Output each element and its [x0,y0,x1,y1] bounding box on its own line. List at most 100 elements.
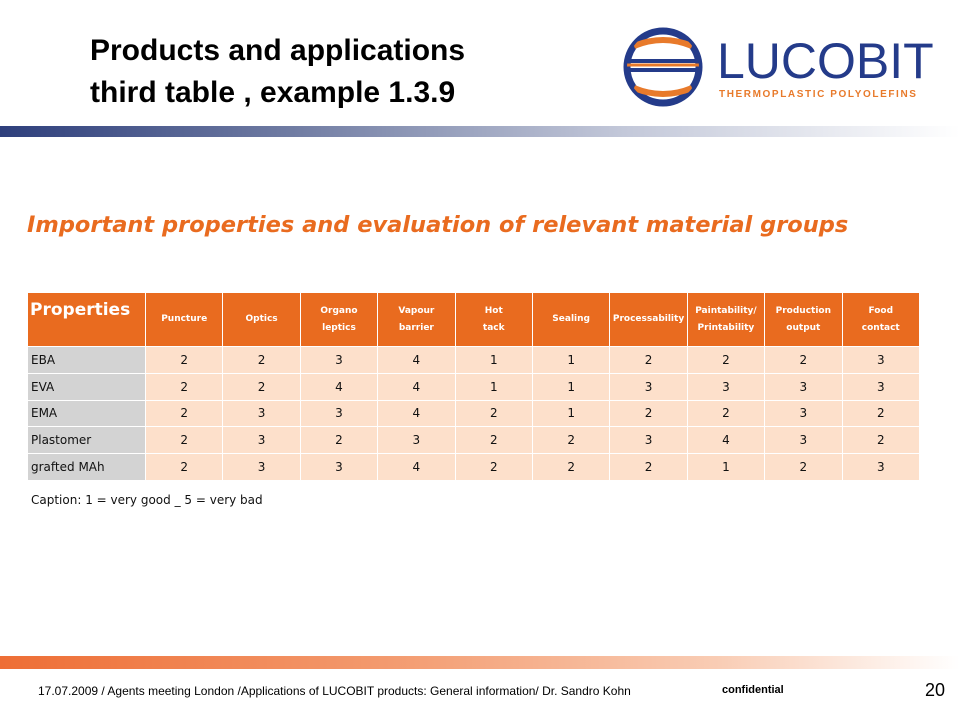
table-cell: 2 [222,372,301,401]
column-header: Processability [609,292,688,347]
table-cell: 1 [454,372,533,401]
column-header-line: Processability [612,314,685,324]
table-cell: 1 [531,372,611,401]
table-cell: 3 [377,426,456,455]
table-cell: 3 [222,399,301,428]
table-cell: 2 [531,426,611,455]
table-row: Plastomer 2 3 2 3 2 2 3 4 3 2 [27,426,921,455]
table-cell: 2 [454,453,533,481]
column-header-line: contact [861,322,900,333]
properties-table: Properties Puncture Optics Organo leptics Va… [27,292,921,481]
table-corner-header: Properties [27,292,146,347]
table-cell: 2 [609,453,688,481]
column-header-line: output [786,322,821,333]
table-cell: 2 [144,426,224,455]
table-cell: 3 [299,346,379,374]
footer-confidential: confidential [722,684,784,696]
column-header-line: leptics [322,322,356,333]
table-cell: 4 [377,453,456,481]
table-body: EBA 2 2 3 4 1 1 2 2 2 3 EVA 2 2 4 4 1 1 3 3 3 3 EMA 2 3 3 4 2 1 2 2 3 2 P… [27,346,921,481]
column-header-line: tack [482,322,505,333]
row-header: EVA [27,372,146,401]
table-cell: 2 [144,372,224,401]
column-header: Food contact [841,292,921,347]
column-header-line: Production [775,305,832,316]
table-cell: 3 [764,372,843,401]
logo-wordmark: LUCOBIT [717,33,934,89]
table-cell: 1 [531,399,611,428]
slide-title-line1: Products and applications [90,34,466,67]
lucobit-logo-icon [623,27,703,107]
logo-tagline: THERMOPLASTIC POLYOLEFINS [719,89,918,100]
footer-gradient-bar [0,656,960,669]
table-cell: 2 [841,426,921,455]
table-cell: 1 [454,346,533,374]
table-cell: 4 [377,346,456,374]
column-header: Paintability/Printability [686,292,766,347]
column-header: Hot tack [454,292,533,347]
table-row: grafted MAh 2 3 3 4 2 2 2 1 2 3 [27,453,921,481]
table-cell: 2 [841,399,921,428]
table-row: EBA 2 2 3 4 1 1 2 2 2 3 [27,346,921,374]
table-row: EMA 2 3 3 4 2 1 2 2 3 2 [27,399,921,428]
table-cell: 2 [454,399,533,428]
row-header: EMA [27,399,146,428]
table-cell: 2 [609,399,688,428]
column-header-line: Organo [320,305,358,316]
table-cell: 3 [222,426,301,455]
table-cell: 3 [609,426,688,455]
table-cell: 3 [841,453,921,481]
column-header-line: Paintability/ [695,305,757,316]
row-header: Plastomer [27,426,146,455]
table-cell: 2 [454,426,533,455]
column-header: Organo leptics [299,292,379,347]
table-cell: 2 [686,346,766,374]
table-caption: Caption: 1 = very good _ 5 = very bad [31,493,263,507]
table-header-row: Properties Puncture Optics Organo leptics Va… [27,292,921,347]
table-cell: 2 [222,346,301,374]
table-cell: 3 [609,372,688,401]
table-cell: 4 [299,372,379,401]
column-header-line: Hot [484,305,503,316]
row-header: EBA [27,346,146,374]
column-header-line: barrier [398,322,434,333]
table-cell: 1 [531,346,611,374]
table-cell: 3 [764,399,843,428]
table-cell: 4 [377,399,456,428]
table-heading: Important properties and evaluation of r… [27,212,849,238]
table-cell: 2 [764,346,843,374]
column-header-line: Food [868,305,894,316]
table-cell: 3 [764,426,843,455]
table-cell: 4 [686,426,766,455]
table-cell: 2 [609,346,688,374]
column-header: Sealing [531,292,611,347]
table-cell: 2 [144,453,224,481]
table-cell: 2 [299,426,379,455]
column-header: Puncture [144,292,224,347]
page-number: 20 [925,680,946,700]
table-cell: 3 [686,372,766,401]
row-header: grafted MAh [27,453,146,481]
column-header-line: Puncture [161,314,208,324]
table-cell: 3 [222,453,301,481]
column-header: Vapour barrier [377,292,456,347]
table-cell: 4 [377,372,456,401]
column-header-line: Sealing [552,314,590,324]
table-cell: 2 [764,453,843,481]
header-gradient-bar [0,126,960,137]
column-header-line: Optics [245,314,278,324]
table-cell: 1 [686,453,766,481]
table-cell: 3 [841,372,921,401]
lucobit-logo: LUCOBIT THERMOPLASTIC POLYOLEFINS [622,26,942,107]
table-cell: 3 [299,453,379,481]
table-row: EVA 2 2 4 4 1 1 3 3 3 3 [27,372,921,401]
column-header-line: Vapour [398,305,435,316]
table-cell: 2 [531,453,611,481]
table-cell: 2 [144,346,224,374]
table-cell: 3 [299,399,379,428]
footer-text: 17.07.2009 / Agents meeting London /Appl… [38,684,631,698]
slide-title-line2: third table , example 1.3.9 [90,76,456,109]
slide-title: Products and applications third table , … [90,30,590,114]
table-cell: 3 [841,346,921,374]
column-header-line: Printability [697,322,755,333]
